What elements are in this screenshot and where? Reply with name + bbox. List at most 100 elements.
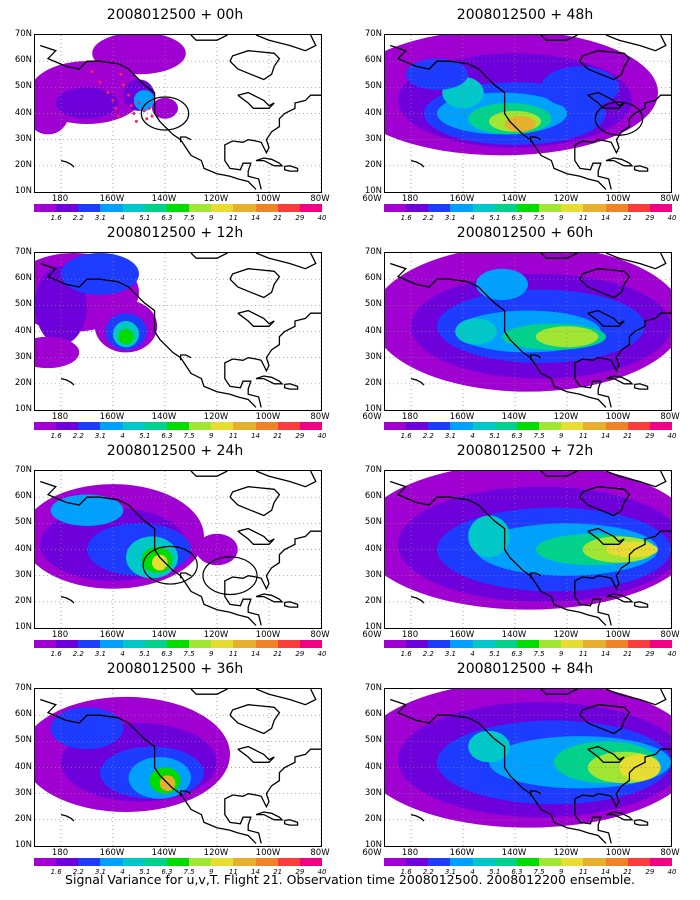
colorbar-label: 11 [578, 214, 588, 222]
colorbar-swatch [78, 422, 101, 430]
coastline [540, 471, 578, 477]
colorbar-swatch [450, 858, 473, 866]
colorbar-label: 9 [208, 650, 214, 658]
colorbar-swatch [166, 858, 190, 866]
coastline [237, 527, 275, 545]
colorbar-label: 3.1 [94, 432, 107, 440]
verification-circle [142, 545, 198, 585]
colorbar-label: 9 [558, 868, 564, 876]
map-plot-area [34, 470, 322, 629]
observation-point [129, 104, 133, 108]
colorbar-label: 6.3 [161, 432, 173, 440]
lon-tick-label: 160W [449, 630, 475, 640]
lat-tick-label: 40N [14, 325, 32, 336]
colorbar-swatch [277, 640, 300, 648]
coastline [190, 35, 228, 41]
colorbar-swatch [78, 640, 101, 648]
panel-title: 2008012500 + 72h [456, 443, 594, 459]
colorbar-swatch [211, 204, 234, 212]
variance-contour [468, 515, 510, 558]
lon-tick-label: 120W [553, 630, 579, 640]
observation-point [142, 109, 146, 113]
lat-tick-label: 20N [364, 595, 382, 606]
lon-tick-label: 60W [362, 412, 382, 422]
map-plot-area [384, 470, 672, 629]
colorbar-swatch [605, 858, 628, 866]
coastline [633, 819, 649, 826]
lon-tick-label: 100W [255, 848, 281, 858]
lon-tick-label: 160W [99, 630, 125, 640]
colorbar-swatch [649, 204, 673, 212]
colorbar [384, 422, 673, 430]
colorbar-label: 4 [470, 214, 475, 222]
colorbar-swatch [450, 204, 473, 212]
colorbar-label: 11 [228, 432, 238, 440]
figure-caption: Signal Variance for u,v,T. Flight 21. Ob… [65, 872, 635, 887]
colorbar-label: 2.2 [72, 650, 84, 658]
lat-tick-label: 30N [14, 569, 32, 580]
observation-point [119, 72, 123, 76]
lat-tick-label: 10N [14, 404, 32, 414]
colorbar-swatch [166, 422, 190, 430]
colorbar-label: 6.3 [511, 214, 523, 222]
colorbar-swatch [649, 422, 673, 430]
lat-tick-label: 20N [364, 377, 382, 388]
colorbar-label: 6.3 [161, 650, 173, 658]
map-plot-area [384, 252, 672, 411]
colorbar-swatch [78, 204, 101, 212]
variance-map [385, 471, 671, 628]
colorbar-swatch [539, 640, 562, 648]
colorbar-swatch [277, 422, 300, 430]
colorbar-label: 4 [120, 868, 125, 876]
colorbar-label: 2.2 [422, 650, 434, 658]
colorbar-swatch [561, 204, 584, 212]
colorbar-swatch [472, 422, 495, 430]
coastline [389, 262, 607, 408]
lat-tick-label: 10N [14, 840, 32, 850]
colorbar-swatch [100, 422, 123, 430]
colorbar-label: 14 [251, 650, 260, 658]
colorbar-label: 14 [601, 868, 610, 876]
panel-title: 2008012500 + 12h [106, 225, 244, 241]
coastline [529, 790, 542, 797]
lat-tick-label: 60N [364, 709, 382, 720]
lon-tick-label: 120W [553, 848, 579, 858]
colorbar-label: 40 [317, 650, 327, 658]
verification-circle [140, 96, 190, 131]
lon-tick-label: 120W [203, 848, 229, 858]
colorbar-swatch [34, 858, 57, 866]
colorbar-swatch [539, 422, 562, 430]
colorbar-label: 29 [645, 432, 655, 440]
coastline [60, 159, 75, 168]
lat-tick-label: 70N [364, 29, 382, 39]
lon-tick-label: 180 [401, 412, 419, 422]
colorbar-label: 40 [667, 650, 677, 658]
map-plot-area [34, 252, 322, 411]
coastline [574, 804, 612, 844]
colorbar-swatch [605, 640, 628, 648]
lat-tick-label: 20N [14, 595, 32, 606]
lon-tick-label: 160W [99, 848, 125, 858]
coastline [540, 35, 578, 41]
colorbar-label: 4 [120, 214, 125, 222]
lat-tick-label: 50N [364, 517, 382, 528]
lat-tick-label: 40N [14, 107, 32, 118]
coastline [587, 745, 625, 763]
lat-tick-label: 30N [364, 787, 382, 798]
lon-tick-label: 120W [203, 412, 229, 422]
lat-tick-label: 10N [364, 622, 382, 632]
colorbar [34, 422, 323, 430]
map-plot-area [34, 688, 322, 847]
colorbar-swatch [56, 640, 79, 648]
colorbar-swatch [583, 204, 606, 212]
colorbar-swatch [255, 858, 278, 866]
variance-map [35, 689, 321, 846]
colorbar-swatch [384, 204, 407, 212]
coastline [389, 698, 607, 844]
colorbar-label: 2.2 [72, 432, 84, 440]
colorbar-swatch [406, 204, 429, 212]
colorbar-label: 1.6 [400, 650, 412, 658]
colorbar-label: 3.1 [444, 214, 457, 222]
coastline [60, 377, 75, 386]
variance-contour [476, 268, 528, 301]
